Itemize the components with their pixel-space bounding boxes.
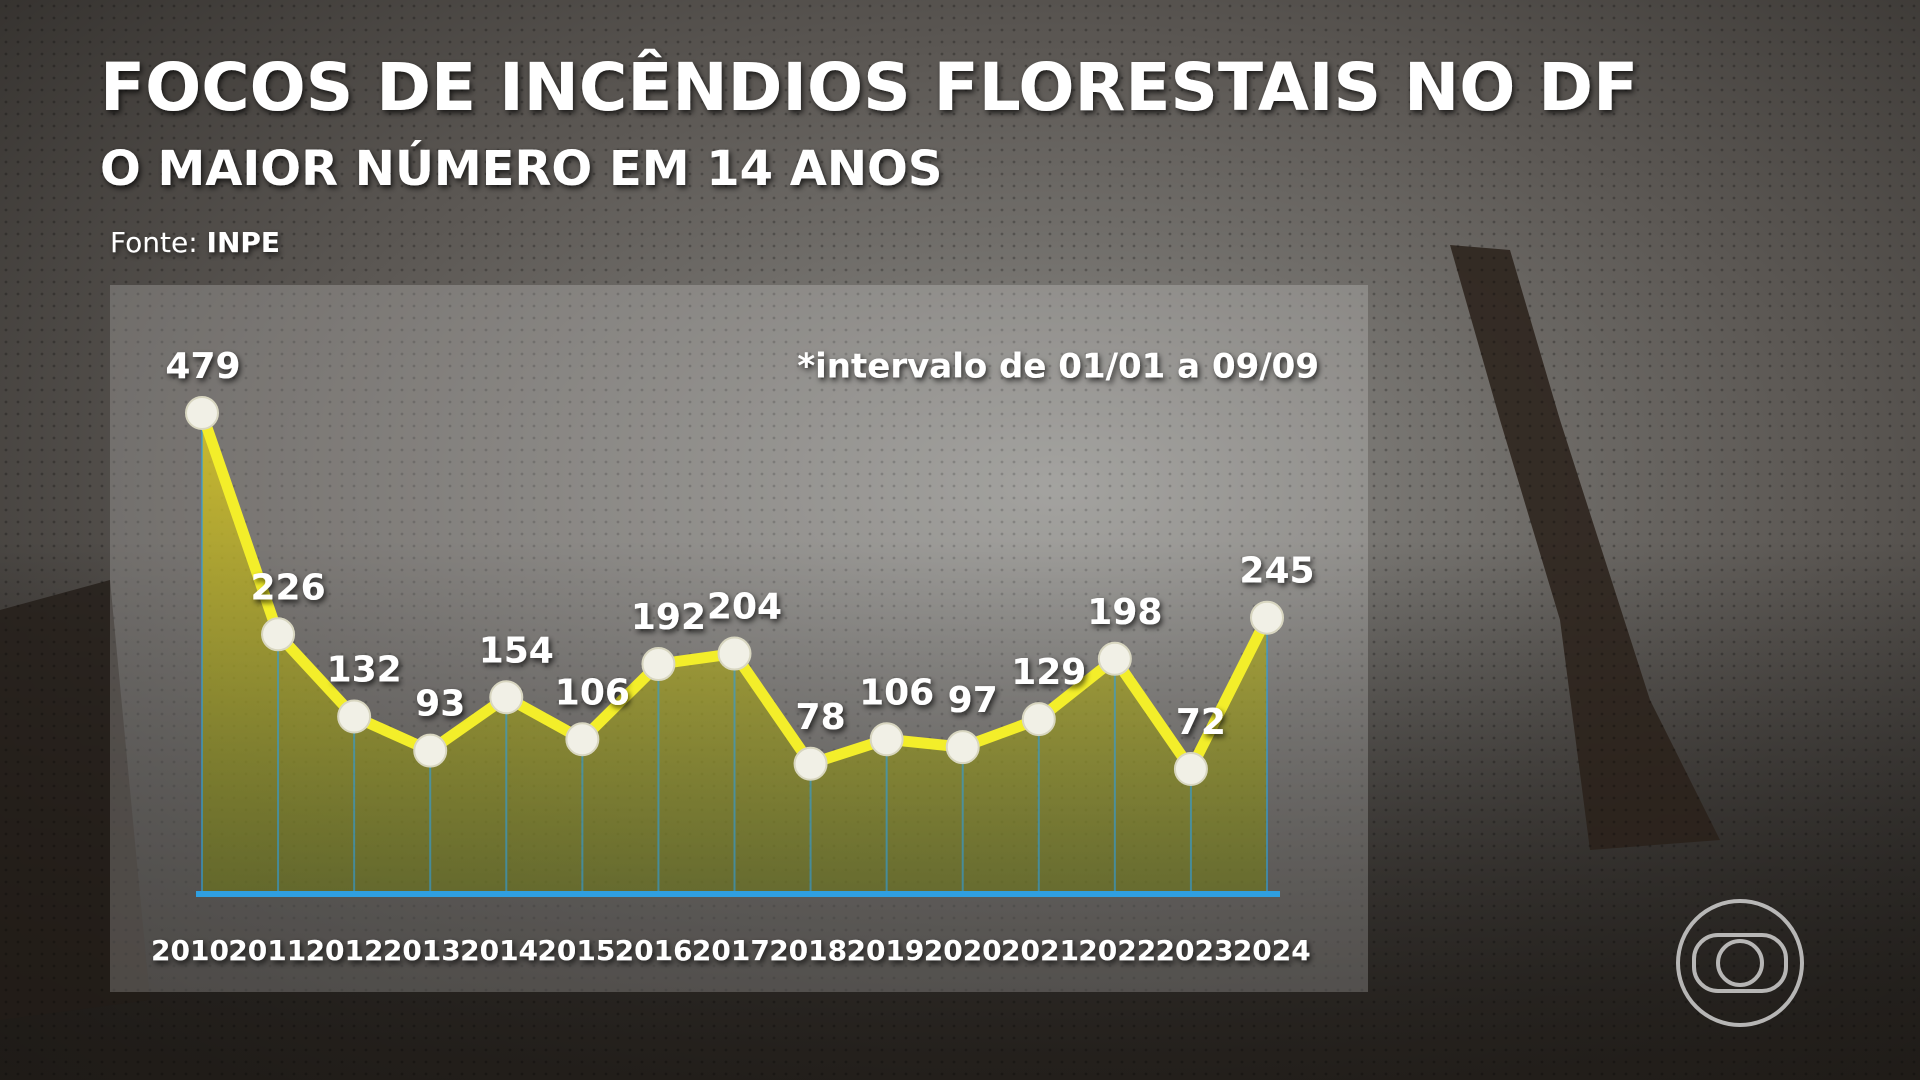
- value-label: 204: [707, 587, 782, 628]
- chart-title: FOCOS DE INCÊNDIOS FLORESTAIS NO DF: [100, 48, 1638, 126]
- note: *intervalo de 01/01 a 09/09: [797, 347, 1319, 387]
- source-label: Fonte:: [110, 226, 198, 259]
- x-tick-label: 2010: [151, 934, 229, 967]
- point: [337, 699, 372, 734]
- value-label: 226: [250, 567, 325, 608]
- broadcaster-logo: [1676, 899, 1804, 1027]
- point: [565, 722, 600, 757]
- value-label: 72: [1176, 702, 1226, 743]
- x-tick-label: 2014: [460, 934, 538, 967]
- value-label: 192: [631, 597, 706, 638]
- source: Fonte: INPE: [110, 226, 280, 259]
- value-label: 479: [165, 346, 240, 387]
- value-label: 106: [555, 672, 630, 713]
- point: [869, 722, 904, 757]
- source-name: INPE: [207, 226, 281, 259]
- value-label: 154: [479, 630, 554, 671]
- x-tick-label: 2018: [769, 934, 847, 967]
- point: [1250, 600, 1284, 635]
- value-label: 97: [948, 680, 998, 721]
- x-tick-label: 2019: [846, 934, 924, 967]
- x-tick-label: 2023: [1156, 934, 1234, 967]
- point: [793, 746, 828, 781]
- point: [717, 636, 752, 671]
- x-tick-label: 2017: [692, 934, 770, 967]
- point: [413, 733, 448, 768]
- x-tick-label: 2020: [924, 934, 1002, 967]
- point: [489, 680, 524, 715]
- point: [185, 396, 219, 430]
- x-tick-label: 2016: [615, 934, 693, 967]
- x-tick-label: 2015: [537, 934, 615, 967]
- chart-subtitle: O MAIOR NÚMERO EM 14 ANOS: [100, 140, 942, 197]
- point: [641, 647, 676, 682]
- x-tick-label: 2012: [306, 934, 384, 967]
- value-label: 129: [1011, 652, 1086, 693]
- x-tick-label: 2013: [383, 934, 461, 967]
- value-label: 198: [1087, 592, 1162, 633]
- point: [1021, 702, 1056, 737]
- value-label: 245: [1239, 551, 1314, 592]
- value-label: 106: [859, 672, 934, 713]
- point: [1097, 641, 1132, 676]
- value-label: 93: [415, 684, 465, 725]
- point: [261, 617, 296, 652]
- point: [1173, 752, 1208, 787]
- point: [945, 730, 980, 765]
- x-tick-label: 2021: [1001, 934, 1079, 967]
- x-tick-label: 2024: [1233, 934, 1311, 967]
- x-tick-label: 2022: [1078, 934, 1156, 967]
- x-tick-label: 2011: [228, 934, 306, 967]
- value-label: 78: [796, 697, 846, 738]
- value-label: 132: [327, 650, 402, 691]
- area: [202, 413, 1267, 894]
